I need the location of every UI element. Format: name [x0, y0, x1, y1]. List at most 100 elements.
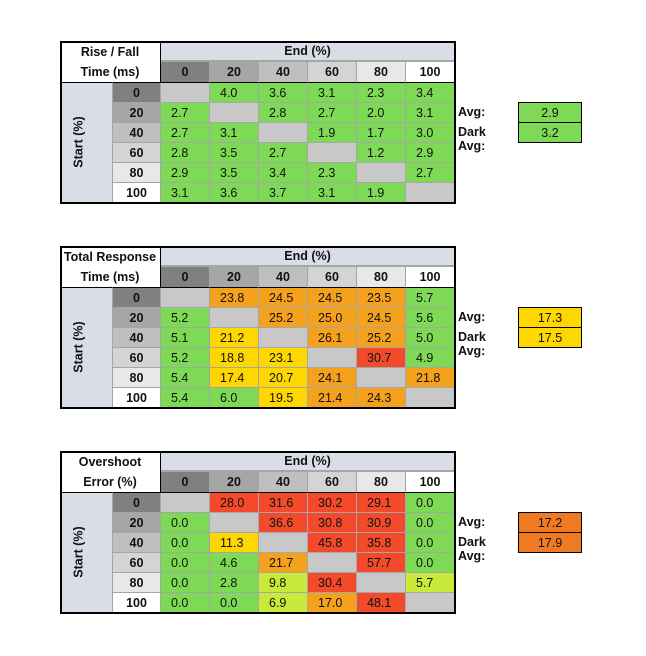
- column-header: 60: [307, 61, 356, 82]
- data-cell: 24.5: [356, 307, 405, 327]
- data-cell: 2.7: [258, 142, 307, 162]
- row-header: 0: [112, 492, 160, 512]
- row-header: 20: [112, 102, 160, 122]
- data-cell: 0.0: [160, 572, 209, 592]
- data-cell: 3.4: [405, 82, 454, 102]
- data-cell: 1.9: [356, 182, 405, 202]
- end-axis-label: End (%): [160, 41, 454, 61]
- data-cell: 1.2: [356, 142, 405, 162]
- end-axis-label: End (%): [160, 451, 454, 471]
- data-cell: 11.3: [209, 532, 258, 552]
- row-header: 100: [112, 182, 160, 202]
- data-cell: 21.4: [307, 387, 356, 407]
- data-cell: 2.8: [209, 572, 258, 592]
- data-cell: 30.7: [356, 347, 405, 367]
- diagonal-cell: [405, 592, 454, 612]
- data-cell: 25.2: [258, 307, 307, 327]
- data-cell: 4.9: [405, 347, 454, 367]
- diagonal-cell: [307, 142, 356, 162]
- data-cell: 24.3: [356, 387, 405, 407]
- diagonal-cell: [356, 162, 405, 182]
- data-cell: 0.0: [405, 512, 454, 532]
- data-cell: 30.9: [356, 512, 405, 532]
- data-cell: 1.9: [307, 122, 356, 142]
- data-cell: 5.0: [405, 327, 454, 347]
- data-cell: 2.7: [160, 102, 209, 122]
- data-cell: 0.0: [160, 592, 209, 612]
- data-cell: 4.0: [209, 82, 258, 102]
- data-cell: 2.7: [405, 162, 454, 182]
- column-header: 80: [356, 266, 405, 287]
- data-cell: 2.7: [307, 102, 356, 122]
- row-header: 40: [112, 122, 160, 142]
- diagonal-cell: [258, 327, 307, 347]
- data-cell: 3.1: [405, 102, 454, 122]
- data-cell: 5.7: [405, 572, 454, 592]
- data-cell: 48.1: [356, 592, 405, 612]
- table-title: Overshoot Error (%): [60, 451, 160, 492]
- column-header: 60: [307, 266, 356, 287]
- row-header: 80: [112, 367, 160, 387]
- column-header: 0: [160, 471, 209, 492]
- table-title-line: Error (%): [83, 474, 137, 489]
- column-header: 40: [258, 471, 307, 492]
- dark-avg-value: 3.2: [518, 122, 582, 143]
- data-cell: 24.5: [307, 287, 356, 307]
- start-axis-label: Start (%): [71, 321, 86, 373]
- column-header: 0: [160, 61, 209, 82]
- data-cell: 0.0: [160, 552, 209, 572]
- column-header: 80: [356, 471, 405, 492]
- dark-avg-label: Dark Avg:: [458, 535, 486, 563]
- start-axis-label: Start (%): [71, 526, 86, 578]
- column-header: 20: [209, 471, 258, 492]
- table-title: Total Response Time (ms): [60, 246, 160, 287]
- data-cell: 0.0: [405, 492, 454, 512]
- data-cell: 2.9: [405, 142, 454, 162]
- row-header: 20: [112, 512, 160, 532]
- data-cell: 0.0: [209, 592, 258, 612]
- diagonal-cell: [405, 387, 454, 407]
- data-cell: 21.7: [258, 552, 307, 572]
- data-cell: 0.0: [405, 532, 454, 552]
- data-cell: 5.7: [405, 287, 454, 307]
- data-cell: 23.8: [209, 287, 258, 307]
- data-cell: 17.4: [209, 367, 258, 387]
- data-cell: 3.1: [160, 182, 209, 202]
- row-header: 0: [112, 287, 160, 307]
- data-cell: 18.8: [209, 347, 258, 367]
- table-title-line: Time (ms): [80, 269, 140, 284]
- table-title-line: Total Response: [63, 249, 157, 264]
- data-cell: 24.5: [258, 287, 307, 307]
- dark-avg-value: 17.9: [518, 532, 582, 553]
- data-cell: 5.4: [160, 367, 209, 387]
- row-header: 60: [112, 552, 160, 572]
- table-title-line: Time (ms): [80, 64, 140, 79]
- data-cell: 21.2: [209, 327, 258, 347]
- diagonal-cell: [258, 122, 307, 142]
- data-cell: 3.0: [405, 122, 454, 142]
- data-cell: 5.2: [160, 307, 209, 327]
- row-header: 100: [112, 387, 160, 407]
- data-cell: 45.8: [307, 532, 356, 552]
- dark-avg-value: 17.5: [518, 327, 582, 348]
- data-cell: 30.4: [307, 572, 356, 592]
- row-header: 20: [112, 307, 160, 327]
- avg-label: Avg:: [458, 310, 486, 324]
- data-cell: 6.0: [209, 387, 258, 407]
- column-header: 0: [160, 266, 209, 287]
- row-header: 40: [112, 532, 160, 552]
- data-cell: 29.1: [356, 492, 405, 512]
- data-cell: 3.5: [209, 142, 258, 162]
- data-cell: 3.6: [209, 182, 258, 202]
- data-cell: 5.1: [160, 327, 209, 347]
- data-cell: 3.1: [307, 182, 356, 202]
- data-cell: 23.5: [356, 287, 405, 307]
- data-cell: 2.7: [160, 122, 209, 142]
- data-cell: 3.7: [258, 182, 307, 202]
- data-cell: 2.3: [356, 82, 405, 102]
- avg-value: 2.9: [518, 102, 582, 123]
- data-cell: 9.8: [258, 572, 307, 592]
- data-cell: 4.6: [209, 552, 258, 572]
- data-cell: 31.6: [258, 492, 307, 512]
- table-title: Rise / Fall Time (ms): [60, 41, 160, 82]
